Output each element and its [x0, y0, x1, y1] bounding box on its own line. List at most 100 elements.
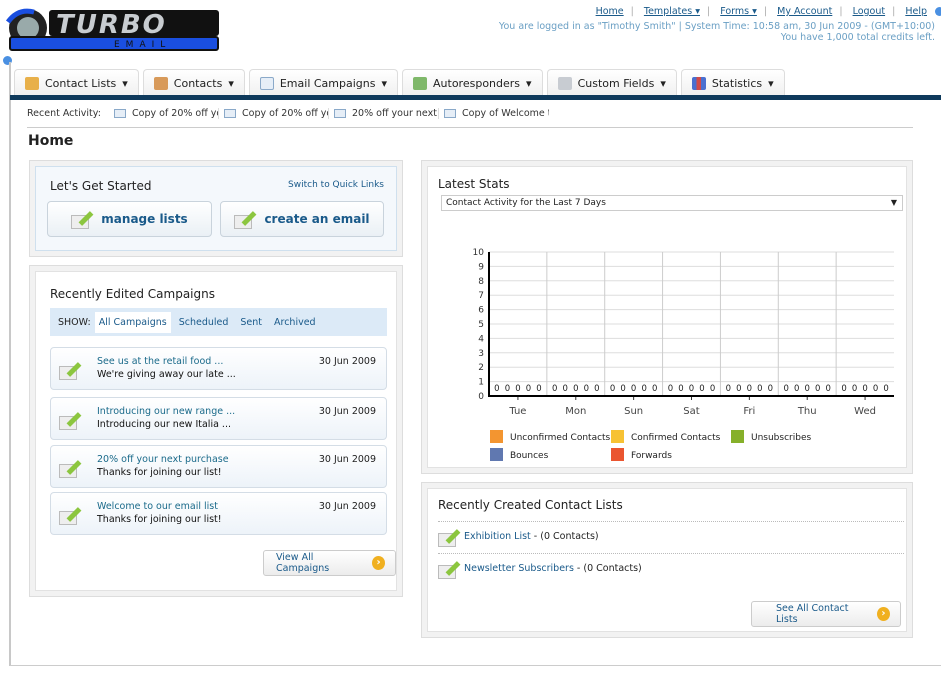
nav-email-campaigns[interactable]: Email Campaigns ▾ — [248, 69, 399, 96]
envelope-icon — [224, 109, 236, 118]
legend-label: Confirmed Contacts — [631, 433, 721, 443]
data-label: 0 — [494, 384, 499, 394]
contact-list-link[interactable]: Newsletter Subscribers — [464, 563, 574, 574]
help-link[interactable]: Help — [905, 6, 927, 17]
nav-custom-fields[interactable]: Custom Fields ▾ — [546, 69, 677, 96]
data-label: 0 — [852, 384, 857, 394]
templates-link[interactable]: Templates ▾ — [643, 6, 700, 17]
recent-activity-item[interactable]: Copy of 20% off yo — [109, 108, 219, 119]
nav-contacts[interactable]: Contacts ▾ — [142, 69, 245, 96]
campaign-item[interactable]: Welcome to our email list Thanks for join… — [50, 492, 387, 535]
campaign-icon — [59, 505, 79, 525]
data-label: 0 — [620, 384, 625, 394]
chevron-down-icon: ▾ — [228, 76, 234, 90]
show-label: SHOW: — [58, 316, 91, 328]
contact-lists-title: Recently Created Contact Lists — [438, 498, 623, 512]
chevron-down-icon: ▾ — [660, 76, 666, 90]
page-title: Home — [28, 133, 74, 149]
data-label: 0 — [783, 384, 788, 394]
decor-dot — [3, 56, 12, 65]
home-link[interactable]: Home — [595, 6, 624, 17]
envelope-icon — [444, 109, 456, 118]
data-label: 0 — [552, 384, 557, 394]
y-tick-label: 5 — [478, 320, 484, 330]
data-label: 0 — [710, 384, 715, 394]
data-label: 0 — [652, 384, 657, 394]
view-all-campaigns-button[interactable]: View All Campaigns › — [263, 550, 396, 576]
latest-stats-panel: Latest Stats Contact Activity for the La… — [421, 160, 913, 474]
nav-statistics[interactable]: Statistics ▾ — [680, 69, 785, 96]
data-label: 0 — [668, 384, 673, 394]
recent-campaigns-panel: Recently Edited Campaigns SHOW: All Camp… — [29, 265, 403, 597]
contact-list-icon — [438, 527, 458, 547]
chevron-down-icon: ▾ — [122, 76, 128, 90]
logo[interactable]: TURBO EMAIL — [4, 4, 222, 52]
y-tick-label: 4 — [478, 334, 484, 344]
create-email-icon — [234, 209, 254, 229]
campaign-item[interactable]: 20% off your next purchase Thanks for joi… — [50, 445, 387, 488]
data-label: 0 — [573, 384, 578, 394]
data-label: 0 — [883, 384, 888, 394]
forms-link[interactable]: Forms ▾ — [720, 6, 757, 17]
legend-label: Forwards — [631, 451, 672, 461]
manage-lists-icon — [71, 209, 91, 229]
legend-swatch — [490, 430, 503, 443]
envelope-icon — [259, 76, 274, 90]
data-label: 0 — [873, 384, 878, 394]
y-tick-label: 2 — [478, 363, 484, 373]
envelope-icon — [334, 109, 346, 118]
manage-lists-button[interactable]: manage lists — [47, 201, 212, 237]
statistics-icon — [691, 76, 706, 90]
filter-scheduled[interactable]: Scheduled — [178, 316, 229, 328]
stats-range-select[interactable]: Contact Activity for the Last 7 Days ▼ — [441, 195, 903, 211]
campaign-item[interactable]: See us at the retail food ... We're givin… — [50, 347, 387, 390]
chevron-down-icon: ▾ — [768, 76, 774, 90]
data-label: 0 — [794, 384, 799, 394]
stats-title: Latest Stats — [438, 177, 510, 191]
nav-autoresponders[interactable]: Autoresponders ▾ — [402, 69, 543, 96]
y-tick-label: 6 — [478, 306, 484, 316]
x-tick-label: Sun — [624, 406, 643, 417]
switch-quick-links-link[interactable]: Switch to Quick Links — [288, 180, 384, 190]
my-account-link[interactable]: My Account — [777, 6, 833, 17]
create-email-button[interactable]: create an email — [220, 201, 384, 237]
svg-text:EMAIL: EMAIL — [114, 40, 171, 50]
campaign-filter-bar: SHOW: All Campaigns Scheduled Sent Archi… — [50, 308, 387, 336]
y-tick-label: 8 — [478, 277, 484, 287]
turbo-email-logo: TURBO EMAIL — [5, 8, 219, 51]
x-tick-label: Wed — [854, 406, 876, 417]
main-nav: Contact Lists ▾ Contacts ▾ Email Campaigns… — [14, 69, 785, 96]
chevron-down-icon: ▾ — [381, 76, 388, 90]
logout-link[interactable]: Logout — [852, 6, 886, 17]
data-label: 0 — [526, 384, 531, 394]
recent-activity: Recent Activity: Copy of 20% off yo Copy… — [27, 108, 549, 119]
filter-sent[interactable]: Sent — [240, 316, 263, 328]
recent-activity-item[interactable]: 20% off your next p — [329, 108, 439, 119]
get-started-title: Let's Get Started — [50, 179, 152, 193]
data-label: 0 — [699, 384, 704, 394]
nav-contact-lists[interactable]: Contact Lists ▾ — [14, 69, 139, 96]
y-tick-label: 1 — [478, 378, 484, 388]
top-links: Home | Templates ▾ | Forms ▾ | My Account | … — [595, 6, 927, 17]
see-all-contact-lists-button[interactable]: See All Contact Lists › — [751, 601, 901, 627]
contact-list-link[interactable]: Exhibition List — [464, 531, 531, 542]
legend-label: Unconfirmed Contacts — [510, 433, 611, 443]
campaign-item[interactable]: Introducing our new range ... Introducing… — [50, 397, 387, 440]
x-tick-label: Fri — [743, 406, 755, 417]
credits-info: You have 1,000 total credits left. — [780, 32, 935, 43]
recent-activity-item[interactable]: Copy of 20% off yo — [219, 108, 329, 119]
bottom-border — [10, 665, 941, 666]
data-label: 0 — [805, 384, 810, 394]
svg-text:TURBO: TURBO — [56, 10, 167, 40]
y-tick-label: 7 — [478, 291, 484, 301]
filter-archived[interactable]: Archived — [274, 316, 316, 328]
legend-swatch — [490, 448, 503, 461]
filter-all-campaigns[interactable]: All Campaigns — [94, 311, 171, 333]
legend-swatch — [731, 430, 744, 443]
legend-swatch — [611, 448, 624, 461]
recent-contact-lists-panel: Recently Created Contact Lists Exhibitio… — [421, 482, 913, 638]
nav-bar — [10, 95, 941, 100]
recent-activity-item[interactable]: Copy of Welcome to — [439, 108, 549, 119]
login-info: You are logged in as "Timothy Smith" | S… — [498, 21, 935, 32]
